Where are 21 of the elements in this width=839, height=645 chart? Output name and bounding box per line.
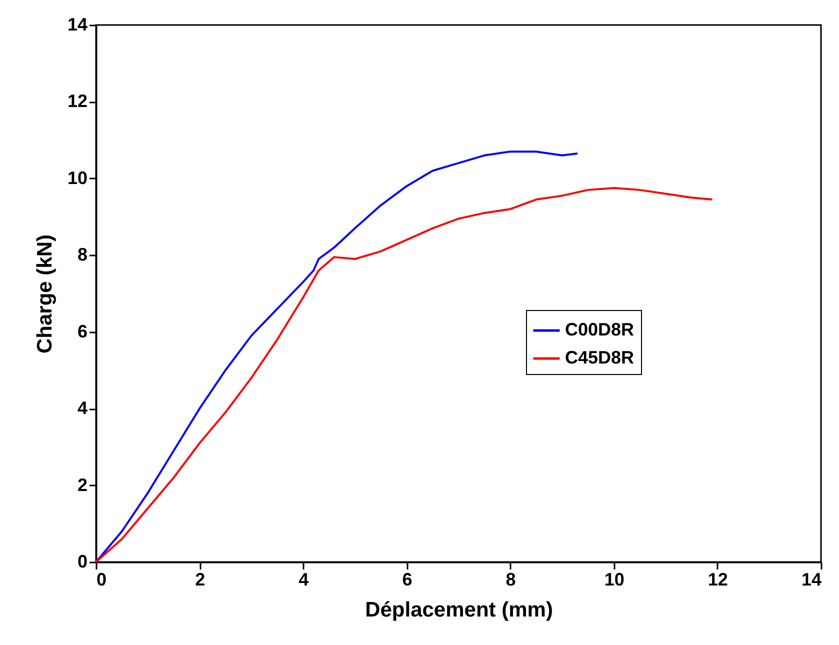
x-axis-title: Déplacement (mm) [365, 598, 553, 622]
legend-label: C45D8R [565, 348, 634, 368]
y-tick-label: 4 [77, 398, 88, 418]
y-tick-label: 8 [77, 244, 88, 265]
y-tick-label: 10 [67, 168, 88, 188]
x-tick-label: 14 [801, 570, 822, 590]
y-tick-label: 14 [67, 14, 88, 34]
x-tick-label: 4 [298, 570, 309, 590]
legend-label: C00D8R [565, 320, 634, 340]
y-axis-title: Charge (kN) [33, 234, 56, 354]
x-tick-label: 0 [96, 570, 107, 590]
line-series [95, 187, 714, 563]
y-tick-label: 12 [67, 91, 88, 112]
x-tick-label: 10 [604, 570, 624, 590]
x-tick-label: 6 [402, 570, 412, 590]
x-tick-label: 2 [195, 570, 206, 590]
y-tick-label: 0 [77, 552, 88, 572]
y-tick-label: 2 [77, 474, 88, 495]
y-tick-label: 6 [77, 321, 88, 342]
x-tick-label: 12 [708, 570, 728, 590]
x-tick-label: 8 [506, 570, 516, 590]
